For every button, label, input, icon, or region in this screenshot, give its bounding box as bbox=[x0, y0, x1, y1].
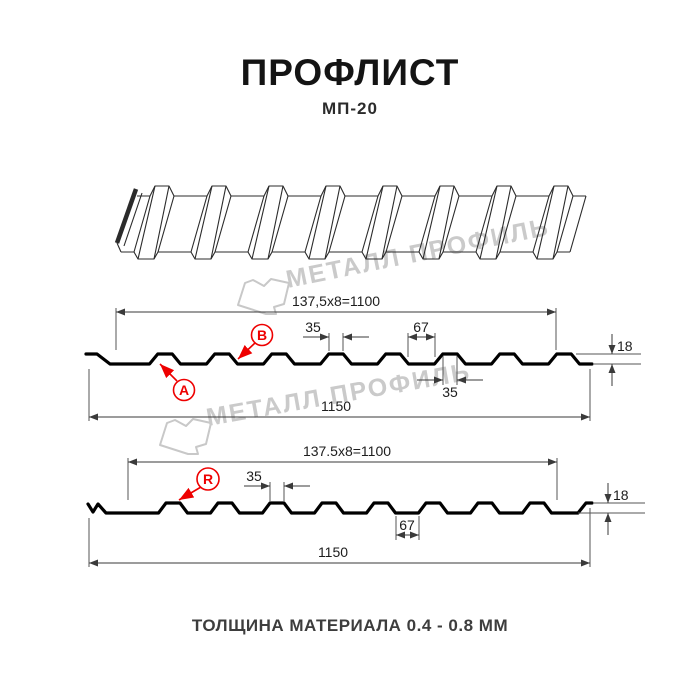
dim-valley-r: 67 bbox=[395, 516, 420, 540]
dim-total-width-a: 1150 bbox=[88, 369, 591, 421]
sheet-3d-view bbox=[114, 185, 587, 260]
metall-profil-logo-icon bbox=[237, 278, 290, 315]
dim-text-rib-bottom-a: 35 bbox=[442, 384, 458, 400]
watermark-top: МЕТАЛЛ ПРОФИЛЬ bbox=[237, 213, 552, 315]
dim-text-valley-r: 67 bbox=[399, 517, 415, 533]
sheet-near-edge bbox=[121, 251, 570, 260]
dim-rib-top-a: 35 bbox=[303, 319, 369, 351]
dim-text-total-width-r: 1150 bbox=[318, 544, 348, 560]
material-thickness-note: ТОЛЩИНА МАТЕРИАЛА 0.4 - 0.8 ММ bbox=[191, 616, 509, 635]
section-a-drawing: 137,5x8=1100 35 67 35 bbox=[84, 293, 641, 421]
watermark-middle: МЕТАЛЛ ПРОФИЛЬ bbox=[159, 358, 473, 455]
watermark-text: МЕТАЛЛ ПРОФИЛЬ bbox=[284, 213, 552, 294]
dim-total-width-r: 1150 bbox=[88, 508, 591, 567]
callout-r-letter: R bbox=[203, 471, 213, 487]
dim-rib-bottom-a: 35 bbox=[417, 356, 483, 400]
sheet-far-edge bbox=[137, 185, 586, 197]
dim-rib-top-r: 35 bbox=[244, 468, 310, 501]
dim-text-valley-a: 67 bbox=[413, 319, 429, 335]
dim-text-working-width-a: 137,5x8=1100 bbox=[292, 293, 380, 309]
dim-height-a: 18 bbox=[576, 334, 641, 386]
dim-text-rib-top-a: 35 bbox=[305, 319, 321, 335]
watermark-text: МЕТАЛЛ ПРОФИЛЬ bbox=[204, 358, 473, 432]
profile-outline-a bbox=[84, 352, 594, 366]
dim-height-r: 18 bbox=[578, 483, 645, 535]
callout-a: A bbox=[159, 363, 196, 402]
section-r-drawing: 137.5x8=1100 35 67 18 bbox=[86, 443, 645, 567]
dim-valley-a: 67 bbox=[407, 319, 436, 357]
dim-text-rib-top-r: 35 bbox=[246, 468, 262, 484]
sheet-rib-lines bbox=[133, 185, 574, 260]
dim-text-height-a: 18 bbox=[617, 338, 633, 354]
dim-text-height-r: 18 bbox=[613, 487, 629, 503]
callout-b: B bbox=[237, 323, 274, 360]
profile-outline-r bbox=[86, 501, 594, 515]
callout-a-letter: A bbox=[179, 382, 189, 398]
callout-r: R bbox=[178, 467, 220, 501]
sheet-left-cut-edge bbox=[114, 188, 143, 253]
dim-text-working-width-r: 137.5x8=1100 bbox=[303, 443, 391, 459]
dim-text-total-width-a: 1150 bbox=[321, 398, 351, 414]
dim-working-width-a: 137,5x8=1100 bbox=[115, 293, 557, 350]
sheet-right-cut-edge bbox=[569, 195, 587, 253]
callout-b-letter: B bbox=[257, 327, 267, 343]
page-subtitle: МП-20 bbox=[322, 99, 378, 118]
page-title: ПРОФЛИСТ bbox=[240, 52, 460, 93]
metall-profil-logo-icon bbox=[159, 418, 212, 455]
dim-working-width-r: 137.5x8=1100 bbox=[127, 443, 558, 500]
